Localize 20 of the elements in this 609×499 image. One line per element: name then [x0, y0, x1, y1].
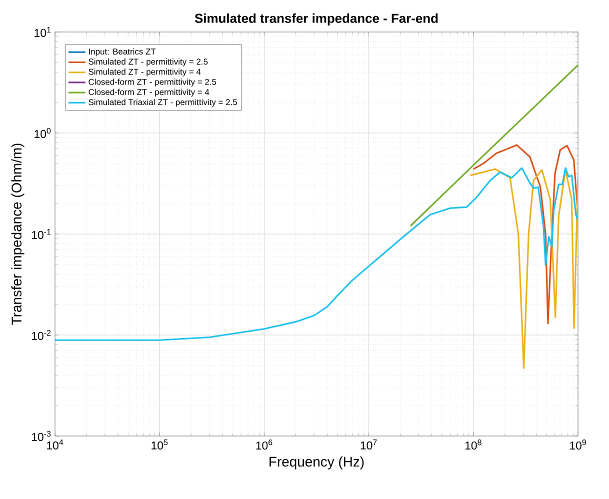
y-tick-label: 10$^{0}$	[34, 128, 51, 138]
y-tick-label: 10$^{-2}$	[32, 330, 51, 340]
x-tick-label: 10$^{5}$	[152, 440, 168, 450]
legend-label: Closed-form ZT - permittivity = 4	[88, 88, 210, 97]
legend-label: Simulated Triaxial ZT - permittivity = 2.5	[88, 98, 237, 107]
x-tick-label: 10$^{4}$	[47, 440, 64, 450]
y-tick-label: 10$^{1}$	[34, 27, 51, 37]
x-tick-label: 10$^{9}$	[570, 440, 586, 450]
legend-label: Simulated ZT - permittivity = 2.5	[88, 58, 208, 66]
x-tick-label: 10$^{8}$	[465, 440, 482, 450]
chart-title: Simulated transfer impedance - Far-end	[194, 13, 438, 26]
y-axis-title: Transfer impedance (Ohm/m)	[11, 144, 24, 325]
y-tick-label: 10$^{-3}$	[32, 430, 51, 442]
y-tick-label: 10$^{-1}$	[32, 229, 51, 239]
legend-label: Input: Beatrics ZT	[89, 48, 156, 56]
x-tick-label: 10$^{6}$	[256, 440, 272, 450]
legend-label: Closed-form ZT - permittivity = 2.5	[88, 78, 216, 87]
x-tick-label: 10$^{7}$	[360, 440, 377, 450]
legend-label: Simulated ZT - permittivity = 4	[88, 68, 201, 76]
x-axis-title: Frequency (Hz)	[270, 456, 364, 470]
